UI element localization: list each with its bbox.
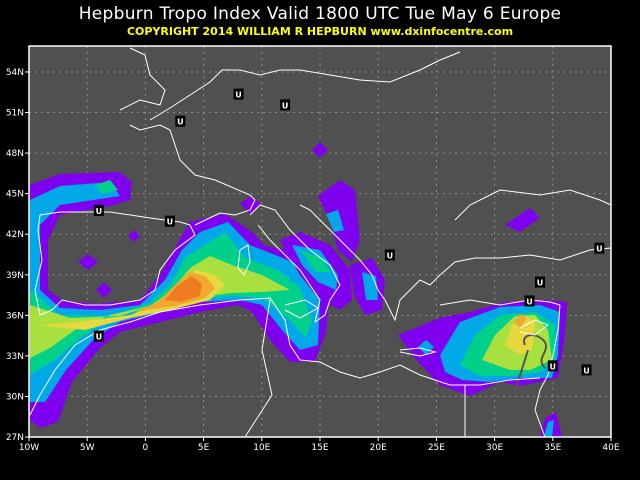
lat-tick-label: 51N [6,109,24,119]
coast-italy [249,204,341,324]
zone-level5 [505,315,535,355]
marker-label: U [596,245,603,254]
map-marker: U [581,364,592,376]
zone-level2-biscay [95,180,118,194]
lon-tick-label: 30E [486,443,503,453]
tropo-zone-central [78,142,540,315]
marker-label: U [167,218,174,227]
coast-britain [119,47,166,111]
lon-tick-label: 35E [544,443,561,453]
lat-tick-label: 54N [6,68,24,78]
zone-level1-biscay-spot [240,196,262,214]
lon-tick-label: 15E [311,443,328,453]
map-marker: U [384,249,395,260]
marker-label: U [526,297,533,306]
coast-crete [399,347,437,357]
contour-line [514,334,548,393]
coast-greece [384,247,612,322]
marker-label: U [550,362,557,371]
zone-level7 [165,276,202,302]
map-marker: U [547,360,558,372]
axis-ticks: 10W 5W 0 5E 10E 15E 20E 25E 30E 35E 40E 27N 30N 33N 36… [6,68,620,453]
marker-label: U [387,251,394,260]
map-marker: U [93,204,104,216]
lat-tick-label: 36N [6,311,24,321]
coast-sicily [284,299,319,319]
lat-tick-label: 33N [6,352,24,362]
map-marker: U [175,115,186,127]
zone-level1-spot [128,230,140,242]
coast-black-sea [454,189,612,221]
coast-sardinia [237,244,251,276]
map-title: Hepburn Tropo Index Valid 1800 UTC Tue M… [78,4,562,24]
zone-level2-adriatic [326,210,344,232]
lon-tick-label: 0 [143,443,149,453]
zone-level1-spot [96,282,112,298]
zone-level2-redsea [544,420,554,437]
border-algeria-tunisia [244,299,273,438]
lat-tick-label: 27N [6,433,24,443]
lon-tick-label: 40E [602,443,619,453]
lat-tick-label: 42N [6,230,24,240]
coast-levant [534,304,561,438]
map-marker: U [594,242,605,254]
lat-tick-label: 39N [6,271,24,281]
coast-turkey-south [439,299,561,306]
zone-level2-spot [418,340,434,355]
coast-north-sea [149,51,461,121]
marker-label: U [537,279,544,288]
marker-label: U [282,101,289,110]
coast-iberia [34,211,196,316]
zone-level4 [30,256,290,358]
lon-tick-label: 10W [19,443,39,453]
map-marker: U [93,330,104,342]
copyright-line: COPYRIGHT 2014 WILLIAM R HEPBURN www.dxi… [126,25,514,38]
marker-label: U [583,366,590,375]
lat-tick-label: 45N [6,190,24,200]
map-marker: U [233,88,244,100]
map-marker: U [534,276,545,288]
lon-tick-label: 25E [428,443,445,453]
lat-tick-label: 30N [6,392,24,402]
map-marker: U [524,295,535,307]
zone-level1-blacksea [505,208,540,232]
coast-france [129,124,256,226]
marker-label: U [96,333,103,342]
lon-tick-label: 5E [198,443,210,453]
lon-tick-label: 10E [253,443,270,453]
map-marker: U [280,99,291,111]
zone-level1-spot [78,254,98,270]
coast-cyprus [519,319,550,336]
coast-north-africa [29,297,541,416]
coast-adriatic [299,204,386,301]
zone-level1-spot [312,142,328,158]
marker-label: U [177,118,184,127]
map-marker: U [164,215,175,227]
coastlines [29,47,612,438]
tropo-zone-east [398,300,567,437]
zone-level3 [300,250,330,272]
lon-tick-label: 5W [80,443,95,453]
marker-label: U [96,207,103,216]
tropo-zone-west [30,172,330,428]
zone-level6 [514,314,527,328]
lon-tick-label: 20E [370,443,387,453]
lat-tick-label: 48N [6,149,24,159]
marker-label: U [235,91,242,100]
